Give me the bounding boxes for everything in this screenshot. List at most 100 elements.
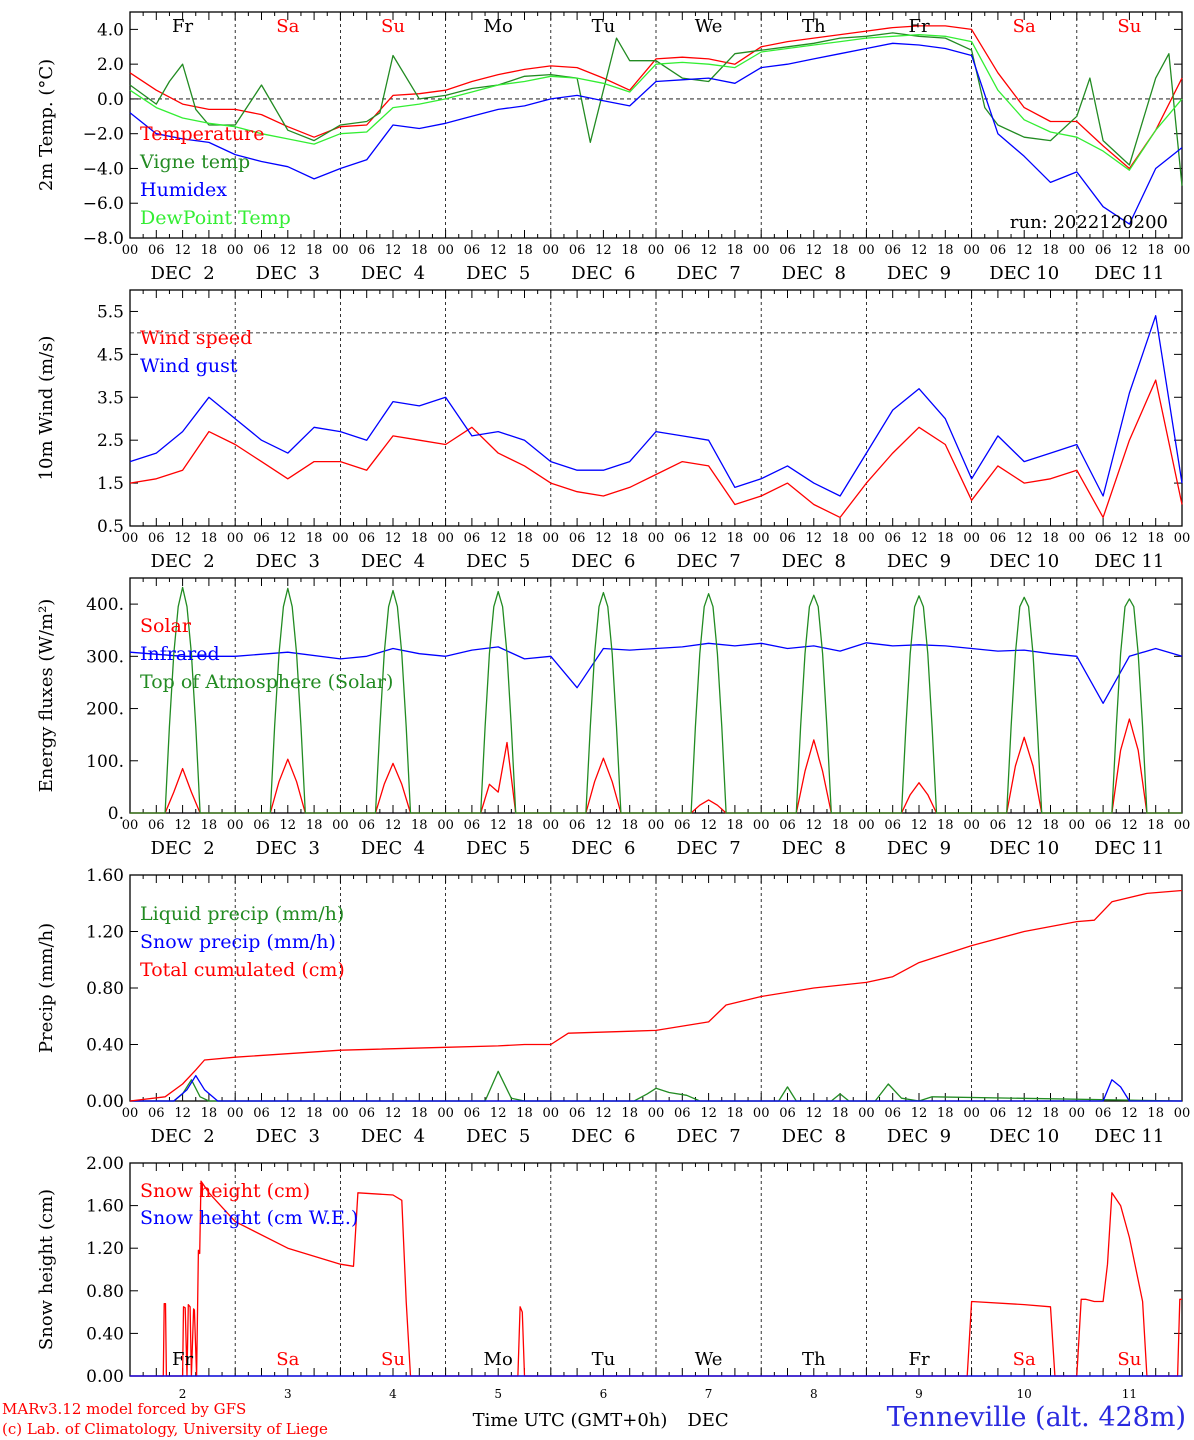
hour-tick-label: 06 [148, 243, 165, 258]
hour-tick-label: 00 [227, 243, 244, 258]
legend-entry: Wind gust [140, 355, 238, 377]
date-label: DEC 8 [782, 838, 846, 859]
hour-tick-label: 06 [358, 818, 375, 833]
run-label: run: 2022120200 [1010, 212, 1168, 233]
hour-tick-label: 06 [990, 818, 1007, 833]
hour-tick-label: 00 [1174, 1106, 1191, 1121]
hour-tick-label: 18 [621, 818, 638, 833]
hour-tick-label: 00 [122, 531, 139, 546]
hour-tick-label: 18 [516, 531, 533, 546]
legend-entry: Solar [140, 615, 192, 637]
date-label: DEC 2 [150, 838, 214, 859]
y-tick-label: 1.60 [86, 866, 124, 886]
hour-tick-label: 12 [911, 1106, 928, 1121]
panel-4: 1.60 1.20 0.80 0.40 0.00 Precip (mm/h) Liquid … [36, 866, 1190, 1147]
hour-tick-label: 18 [727, 1106, 744, 1121]
series-line [129, 379, 1183, 519]
hour-tick-label: 18 [1147, 243, 1164, 258]
hour-tick-label: 00 [543, 243, 560, 258]
hour-tick-label: 06 [1095, 243, 1112, 258]
hour-tick-label: 12 [700, 531, 717, 546]
legend-entry: Total cumulated (cm) [140, 959, 345, 981]
weekday-label: Sa [276, 1349, 299, 1370]
hour-tick-label: 12 [1121, 1106, 1138, 1121]
y-axis-label: 10m Wind (m/s) [36, 336, 57, 481]
hour-tick-label: 00 [753, 818, 770, 833]
hour-tick-label: 00 [437, 818, 454, 833]
y-tick-label: 400. [86, 595, 124, 615]
series-line [130, 1070, 1183, 1102]
hour-tick-label: 12 [911, 243, 928, 258]
hour-tick-label: 18 [306, 243, 323, 258]
hour-tick-label: 12 [806, 818, 823, 833]
date-label: DEC 10 [989, 551, 1059, 572]
date-label: DEC 10 [989, 263, 1059, 284]
hour-tick-label: 06 [358, 531, 375, 546]
y-tick-label: 2.00 [86, 1154, 124, 1174]
hour-tick-label: 12 [490, 531, 507, 546]
legend-entry: Infrared [140, 643, 220, 665]
day-number-label: 7 [705, 1387, 713, 1401]
hour-tick-label: 06 [779, 243, 796, 258]
station-name: Tenneville (alt. 428m) [886, 1402, 1186, 1433]
hour-tick-label: 00 [1069, 531, 1086, 546]
hour-tick-label: 12 [595, 818, 612, 833]
hour-tick-label: 06 [148, 1106, 165, 1121]
date-label: DEC 2 [150, 263, 214, 284]
date-label: DEC 4 [361, 263, 425, 284]
y-tick-label: 4.5 [97, 345, 124, 365]
date-label: DEC 8 [782, 1126, 846, 1147]
weekday-label: We [695, 16, 723, 37]
hour-tick-label: 06 [990, 1106, 1007, 1121]
date-label: DEC 7 [676, 838, 740, 859]
hour-tick-label: 00 [648, 243, 665, 258]
hour-tick-label: 18 [516, 1106, 533, 1121]
panel-5: 2.00 1.60 1.20 0.80 0.40 0.00 Snow height (cm)… [36, 1154, 1183, 1431]
weekday-label: Sa [276, 16, 299, 37]
date-label: DEC 4 [361, 1126, 425, 1147]
hour-tick-label: 00 [1069, 1106, 1086, 1121]
date-label: DEC 8 [782, 551, 846, 572]
hour-tick-label: 06 [253, 531, 270, 546]
hour-tick-label: 12 [174, 243, 191, 258]
hour-tick-label: 00 [858, 818, 875, 833]
series-line [129, 33, 1183, 171]
hour-tick-label: 06 [779, 1106, 796, 1121]
weekday-label: Sa [1013, 1349, 1036, 1370]
hour-tick-label: 18 [1042, 818, 1059, 833]
legend-entry: Vigne temp [139, 151, 250, 173]
hour-tick-label: 18 [201, 818, 218, 833]
hour-tick-label: 06 [148, 531, 165, 546]
date-label: DEC 3 [256, 551, 320, 572]
hour-tick-label: 00 [543, 531, 560, 546]
date-label: DEC 5 [466, 1126, 530, 1147]
hour-tick-label: 18 [306, 818, 323, 833]
hour-tick-label: 12 [700, 818, 717, 833]
hour-tick-label: 00 [543, 818, 560, 833]
hour-tick-label: 18 [306, 531, 323, 546]
hour-tick-label: 12 [490, 1106, 507, 1121]
hour-tick-label: 00 [1174, 243, 1191, 258]
x-axis-month: DEC [687, 1410, 728, 1431]
hour-tick-label: 06 [464, 243, 481, 258]
hour-tick-label: 18 [832, 1106, 849, 1121]
hour-tick-label: 00 [858, 1106, 875, 1121]
y-tick-label: 1.20 [86, 923, 124, 943]
weekday-label: Su [1117, 16, 1141, 37]
hour-tick-label: 06 [569, 243, 586, 258]
hour-tick-label: 00 [332, 818, 349, 833]
weekday-label: Tu [592, 16, 616, 37]
legend-entry: Snow precip (mm/h) [140, 931, 336, 953]
date-label: DEC 5 [466, 838, 530, 859]
day-number-label: 2 [179, 1387, 187, 1401]
hour-tick-label: 00 [122, 818, 139, 833]
hour-tick-label: 00 [332, 243, 349, 258]
hour-tick-label: 12 [280, 1106, 297, 1121]
hour-tick-label: 18 [727, 243, 744, 258]
legend-entry: Liquid precip (mm/h) [140, 903, 344, 925]
date-label: DEC 3 [256, 1126, 320, 1147]
hour-tick-label: 18 [727, 818, 744, 833]
hour-tick-label: 18 [621, 243, 638, 258]
date-label: DEC 8 [782, 263, 846, 284]
